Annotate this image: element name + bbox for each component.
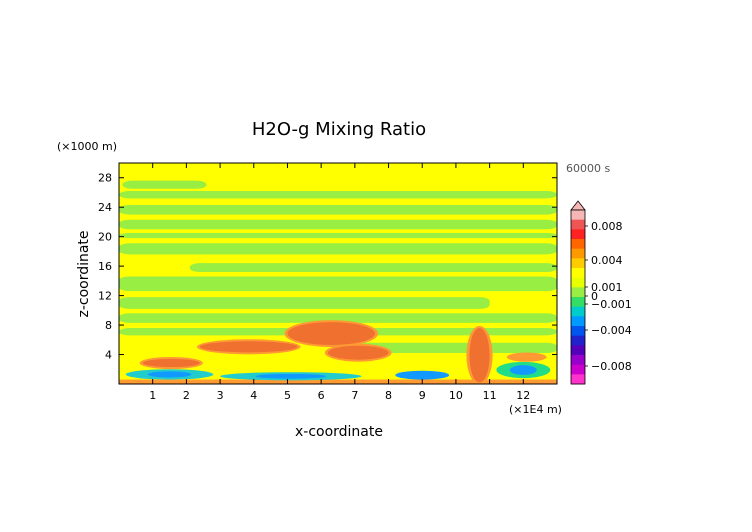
colorbar-swatch-8 (571, 277, 585, 288)
core-b (199, 341, 298, 353)
y-tick-label-28: 28 (98, 172, 112, 185)
x-tick-label-2: 2 (183, 389, 190, 402)
dry-c-inner (408, 372, 436, 378)
dry-band-5 (119, 232, 557, 239)
x-tick-label-4: 4 (250, 389, 257, 402)
x-axis: 1 2 3 4 5 6 7 8 9 10 11 12 (149, 163, 530, 402)
y-tick-label-16: 16 (98, 260, 112, 273)
surface-moist-layer (119, 379, 557, 384)
y-tick-label-12: 12 (98, 290, 112, 303)
dry-band-3 (119, 204, 557, 215)
colorbar-swatch-1 (571, 210, 585, 221)
colorbar-swatch-11 (571, 306, 585, 317)
core-a (142, 358, 200, 368)
colorbar-swatch-15 (571, 345, 585, 356)
colorbar-extend-top (570, 200, 586, 211)
colorbar-swatch-7 (571, 268, 585, 279)
dry-band-1 (122, 180, 207, 189)
colorbar-label-2: 0.004 (591, 254, 623, 267)
dry-band-10 (119, 313, 557, 323)
y-unit-label: (×1000 m) (57, 140, 117, 153)
colorbar-swatch-5 (571, 248, 585, 259)
colorbar-swatch-10 (571, 297, 585, 308)
dry-band-6 (119, 243, 557, 255)
dry-band-9 (119, 297, 490, 309)
x-axis-label: x-coordinate (295, 424, 383, 440)
x-tick-label-6: 6 (318, 389, 325, 402)
y-tick-label-20: 20 (98, 231, 112, 244)
colorbar-swatch-12 (571, 316, 585, 327)
core-e (509, 354, 544, 360)
x-tick-label-11: 11 (483, 389, 497, 402)
colorbar-label-4: 0 (591, 290, 598, 303)
plume (469, 328, 490, 383)
dry-band-7 (189, 263, 557, 273)
time-label: 60000 s (566, 162, 610, 175)
colorbar-label-3: 0.001 (591, 281, 623, 294)
dry-band-2 (119, 190, 557, 199)
core-d (327, 345, 389, 360)
x-unit-label: (×1E4 m) (509, 403, 562, 416)
colorbar-swatch-2 (571, 219, 585, 230)
dry-b-inner (255, 373, 327, 379)
core-c (287, 322, 376, 345)
dry-d-inner (509, 365, 537, 375)
y-tick-label-8: 8 (105, 319, 112, 332)
colorbar-label-6: −0.004 (591, 324, 632, 337)
chart-title: H2O-g Mixing Ratio (252, 119, 426, 140)
x-tick-label-12: 12 (516, 389, 530, 402)
plot-frame (118, 162, 558, 385)
x-tick-label-5: 5 (284, 389, 291, 402)
x-tick-label-10: 10 (449, 389, 463, 402)
colorbar-label-5: −0.001 (591, 298, 632, 311)
colorbar-swatch-4 (571, 239, 585, 250)
y-tick-label-24: 24 (98, 201, 112, 214)
colorbar-swatch-17 (571, 364, 585, 375)
colorbar-swatch-13 (571, 326, 585, 337)
x-tick-label-8: 8 (385, 389, 392, 402)
y-axis-label: z-coordinate (76, 230, 92, 317)
colorbar-label-7: −0.008 (591, 360, 632, 373)
dry-a-inner (147, 371, 192, 378)
colorbar-swatch-14 (571, 335, 585, 346)
x-tick-label-9: 9 (419, 389, 426, 402)
y-axis: 4 8 12 16 20 24 28 (98, 172, 557, 362)
colorbar-swatch-3 (571, 229, 585, 240)
dry-band-8 (119, 276, 557, 292)
colorbar-swatch-9 (571, 287, 585, 298)
colorbar-label-1: 0.008 (591, 220, 623, 233)
colorbar-frame (570, 209, 586, 385)
colorbar-swatch-16 (571, 355, 585, 366)
colorbar-swatch-18 (571, 374, 585, 385)
dry-band-4 (119, 219, 557, 230)
y-tick-label-4: 4 (105, 349, 112, 362)
x-tick-label-7: 7 (351, 389, 358, 402)
colorbar-swatch-6 (571, 258, 585, 269)
x-tick-label-1: 1 (149, 389, 156, 402)
dry-band-12 (358, 342, 557, 354)
x-tick-label-3: 3 (217, 389, 224, 402)
